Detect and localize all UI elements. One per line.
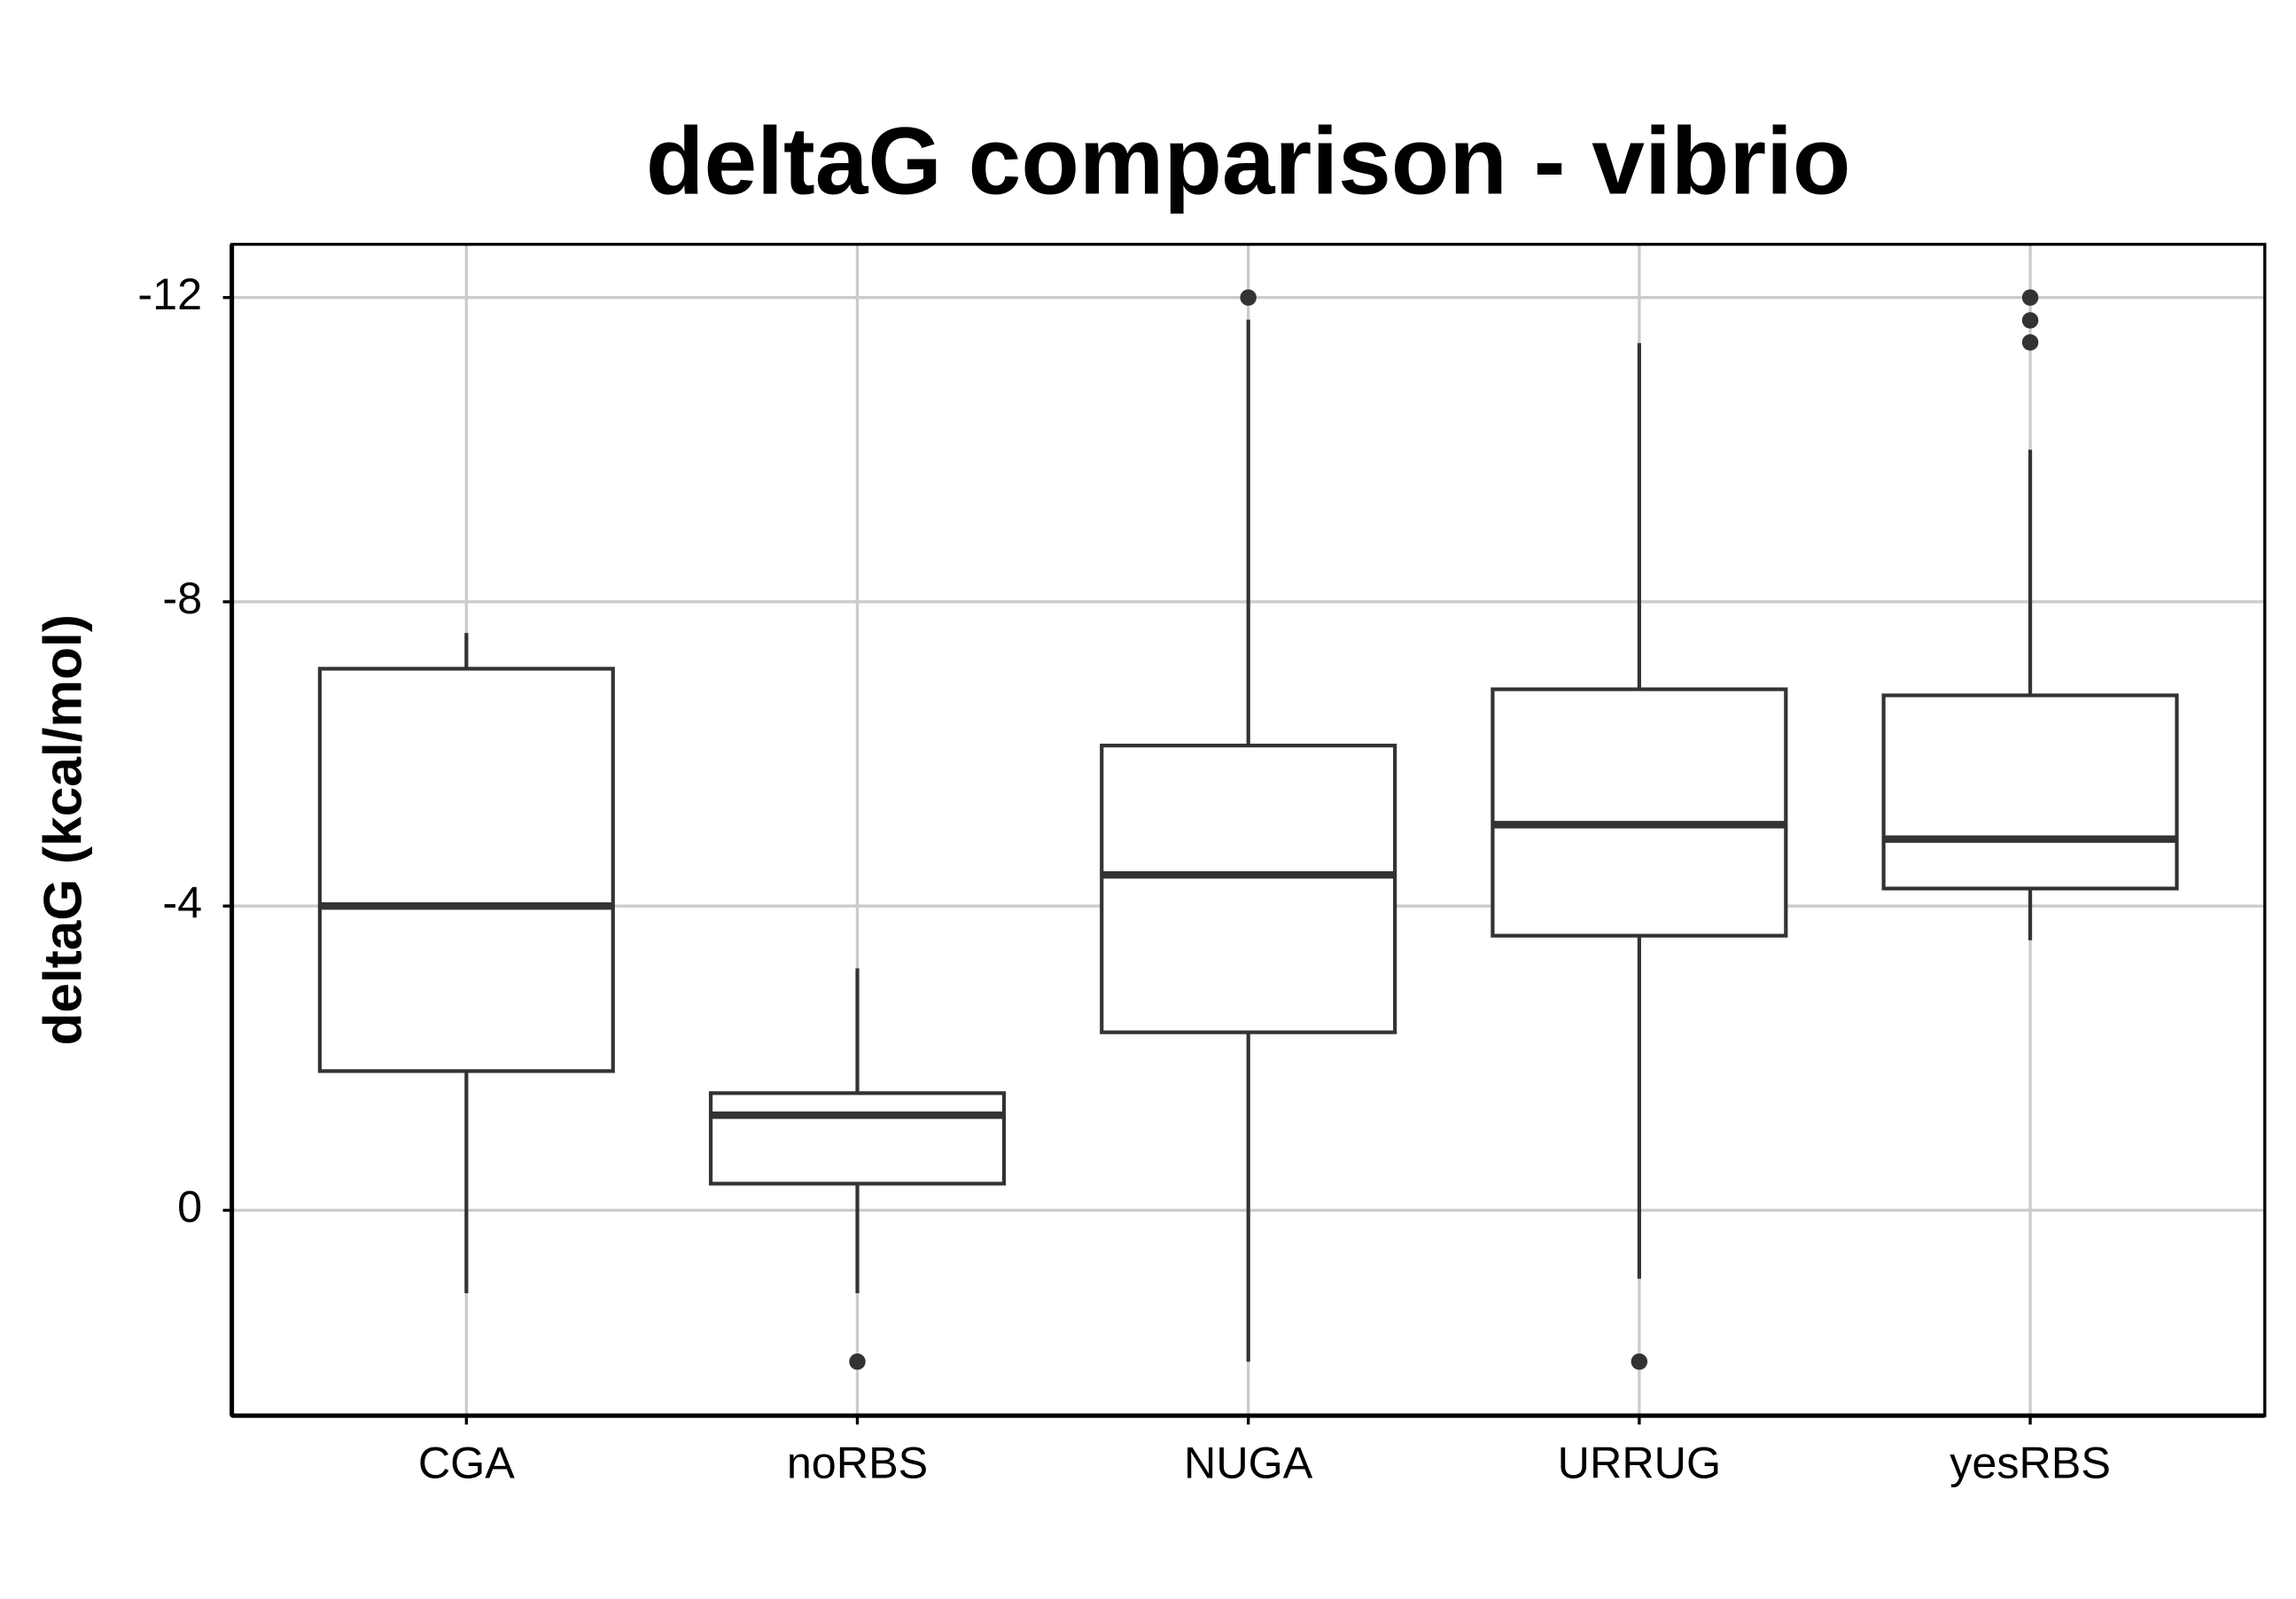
y-tick-label: -4: [162, 877, 202, 927]
marks: [317, 289, 2179, 1370]
x-tick-label: URRUG: [1558, 1437, 1721, 1487]
outlier: [1631, 1353, 1648, 1370]
outlier: [2021, 334, 2039, 351]
outlier: [2021, 289, 2039, 306]
box: [708, 1091, 1007, 1186]
y-axis-title: deltaG (kcal/mol): [32, 614, 92, 1045]
y-tick-label: 0: [177, 1182, 202, 1232]
outlier: [2021, 312, 2039, 329]
box: [1490, 687, 1788, 938]
x-tick-label: yesRBS: [1950, 1437, 2111, 1487]
box: [1881, 693, 2179, 891]
box: [1100, 744, 1397, 1034]
y-tick-label: -12: [137, 269, 202, 319]
outlier: [1240, 289, 1257, 306]
x-tick-label: CGA: [418, 1437, 515, 1487]
box: [317, 667, 615, 1073]
axes: -12 -8 -4 0 CGA noRBS NUGA URRUG yesRBS: [137, 242, 2267, 1487]
x-tick-label: NUGA: [1184, 1437, 1313, 1487]
chart-title: deltaG comparison - vibrio: [646, 107, 1851, 214]
outlier: [849, 1353, 866, 1370]
x-tick-label: noRBS: [787, 1437, 928, 1487]
y-tick-label: -8: [162, 573, 202, 623]
